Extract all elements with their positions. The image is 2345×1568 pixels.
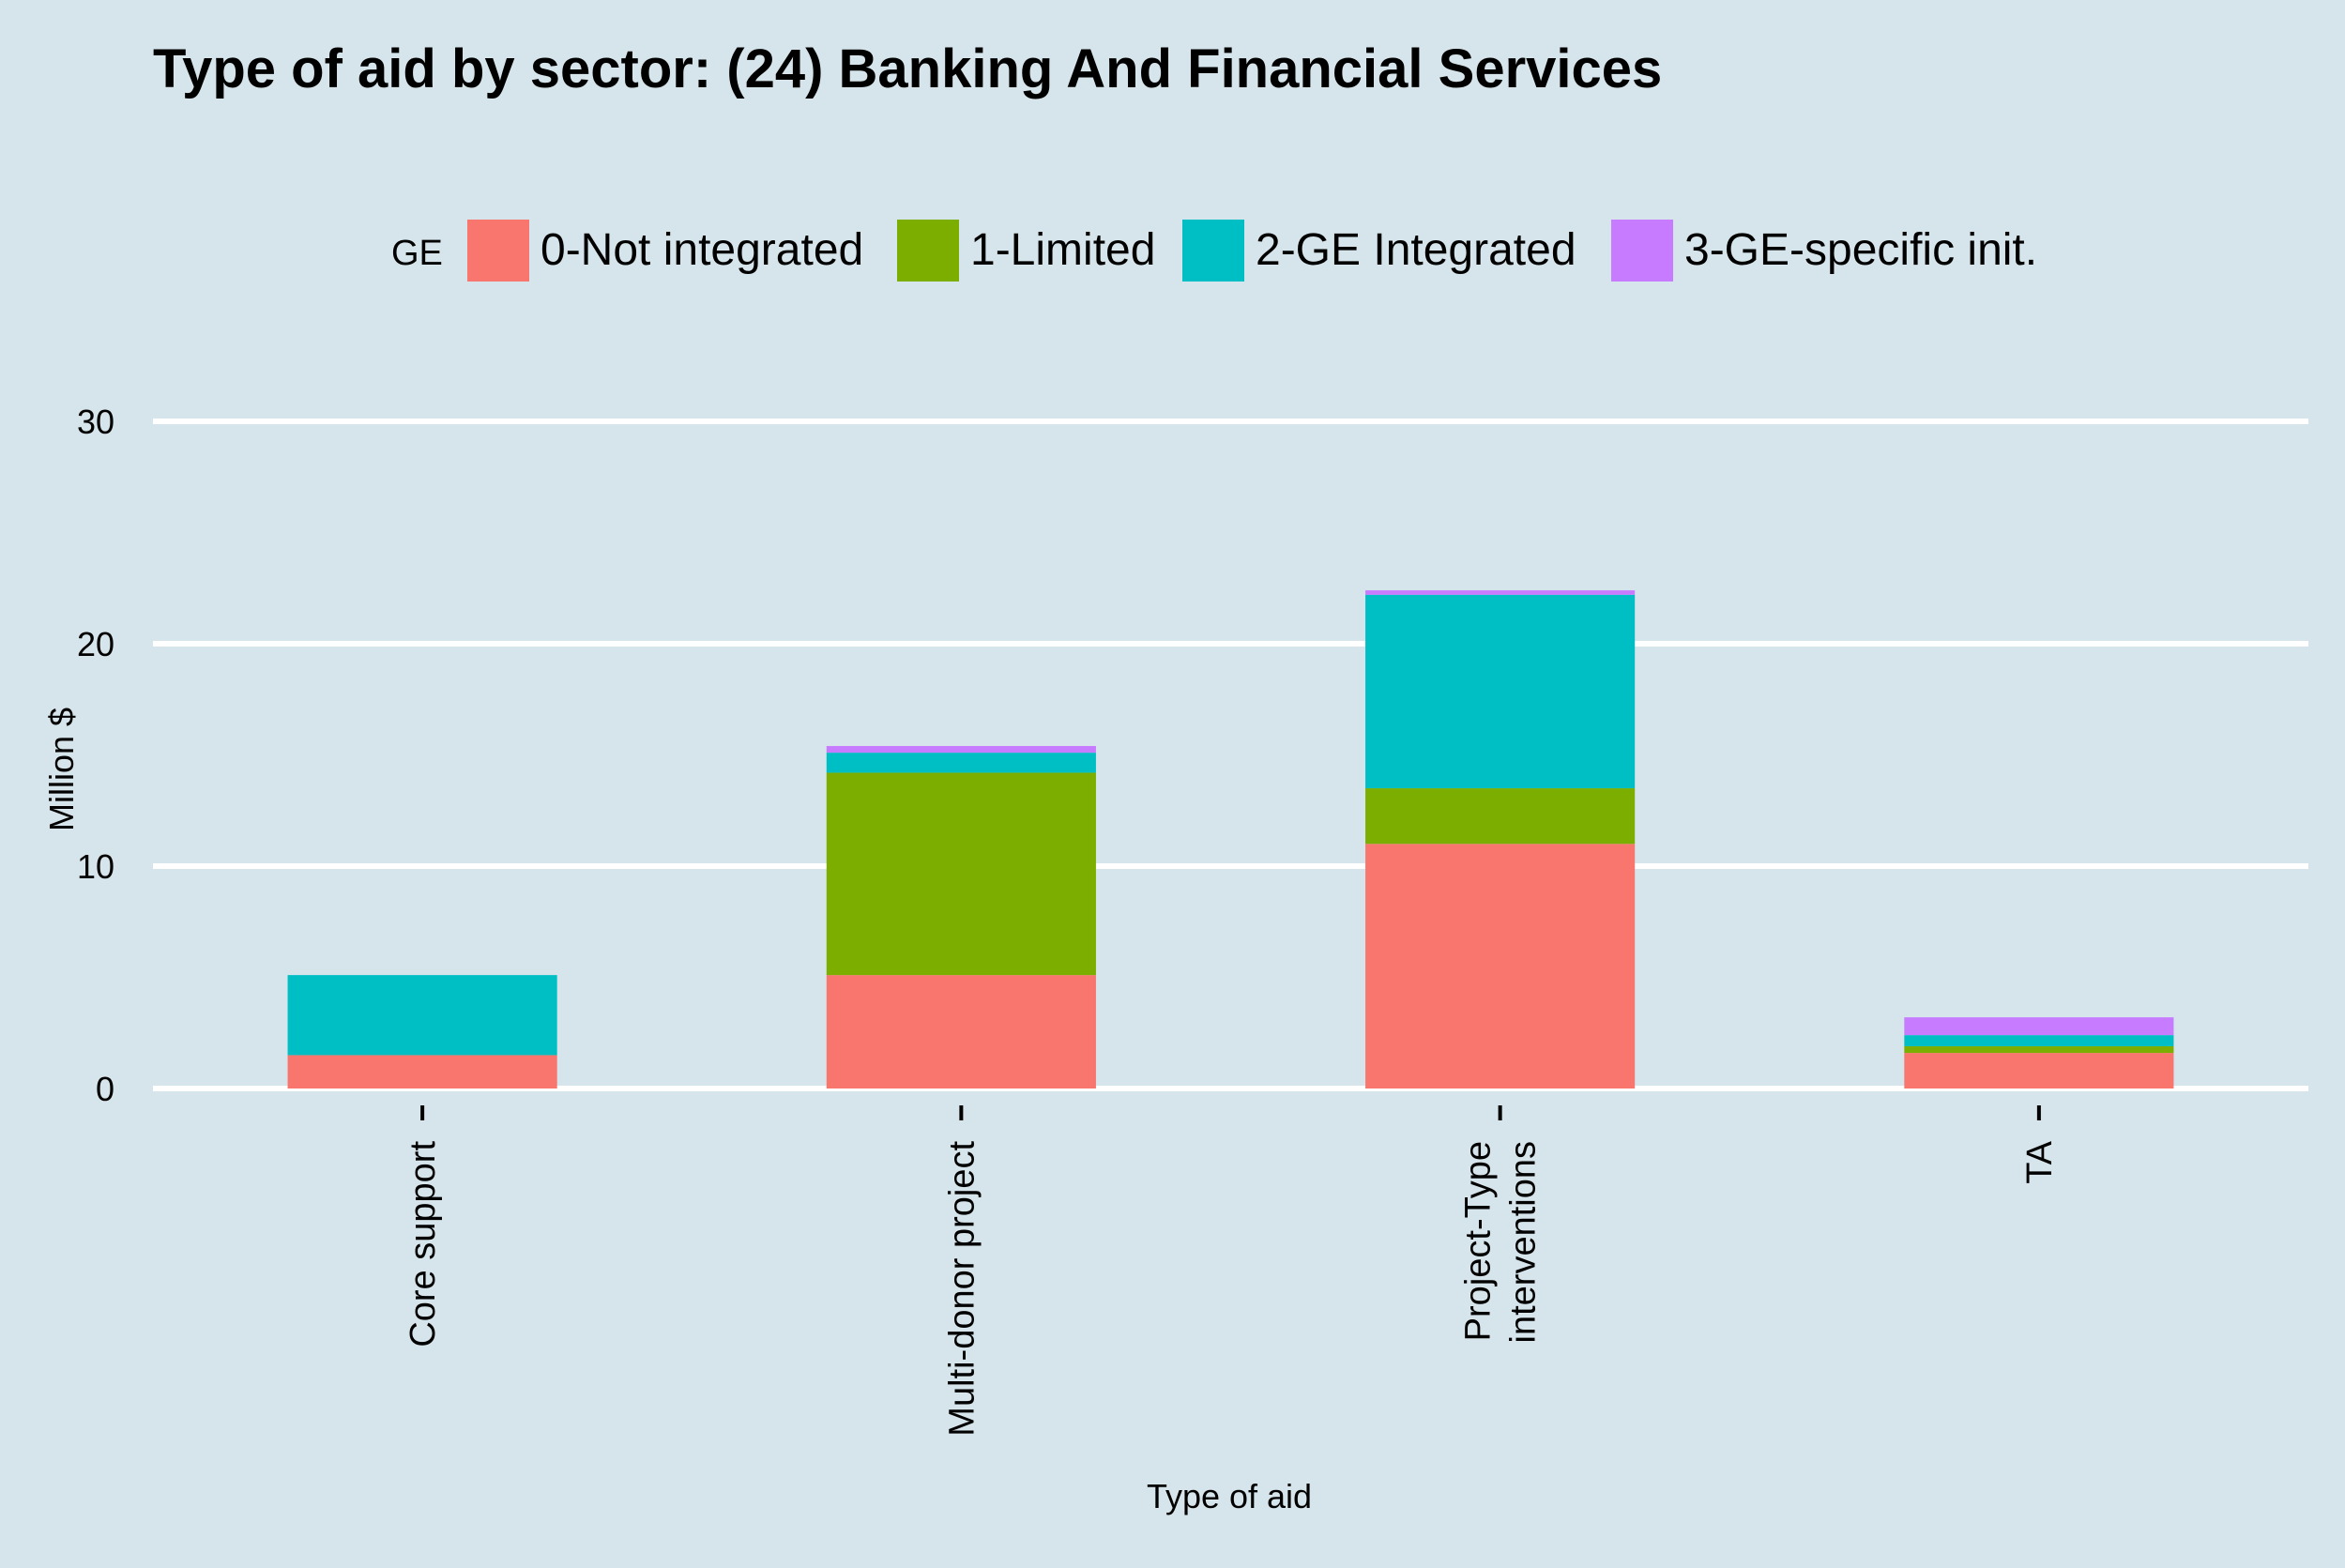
- bar-segment: [826, 975, 1096, 1088]
- bar-segment: [1365, 844, 1636, 1088]
- bar-segment: [1365, 788, 1636, 845]
- y-axis: 0 10 20 30: [77, 403, 114, 1108]
- x-tick-label: Project-Type interventions: [1459, 1141, 1544, 1343]
- legend-label: 1-Limited: [970, 225, 1155, 275]
- y-tick-label: 30: [77, 403, 114, 441]
- legend-label: 0-Not integrated: [541, 225, 863, 275]
- bar-segment: [826, 753, 1096, 773]
- y-tick-label: 20: [77, 625, 114, 663]
- x-tick-label: TA: [2020, 1140, 2060, 1183]
- bars: [287, 590, 2174, 1088]
- bar-segment: [1904, 1017, 2174, 1036]
- bar-segment: [1365, 590, 1636, 595]
- y-tick-label: 0: [96, 1070, 114, 1108]
- chart-title: Type of aid by sector: (24) Banking And …: [153, 38, 1662, 99]
- bar-segment: [1904, 1045, 2174, 1054]
- legend-swatch: [1611, 220, 1673, 282]
- legend-label: 2-GE Integrated: [1256, 225, 1576, 275]
- legend-swatch: [467, 220, 529, 282]
- x-axis: Core support Multi-donor project Project-T…: [404, 1105, 2060, 1437]
- x-axis-label: Type of aid: [1147, 1477, 1312, 1515]
- legend: GE 0-Not integrated 1-Limited 2-GE Integra…: [391, 220, 2037, 282]
- bar-segment: [826, 746, 1096, 754]
- bar-segment: [287, 1055, 557, 1088]
- bar-segment: [1904, 1053, 2174, 1088]
- bar-segment: [1904, 1035, 2174, 1046]
- legend-swatch: [897, 220, 959, 282]
- y-axis-label: Million $: [42, 708, 81, 831]
- legend-swatch: [1182, 220, 1244, 282]
- y-tick-label: 10: [77, 847, 114, 886]
- legend-title: GE: [391, 234, 443, 273]
- legend-label: 3-GE-specific init.: [1684, 225, 2037, 275]
- bar-segment: [1365, 594, 1636, 789]
- x-tick-label: Core support: [404, 1141, 443, 1347]
- x-tick-label: Multi-donor project: [942, 1141, 982, 1437]
- bar-segment: [287, 975, 557, 1056]
- bar-segment: [826, 772, 1096, 976]
